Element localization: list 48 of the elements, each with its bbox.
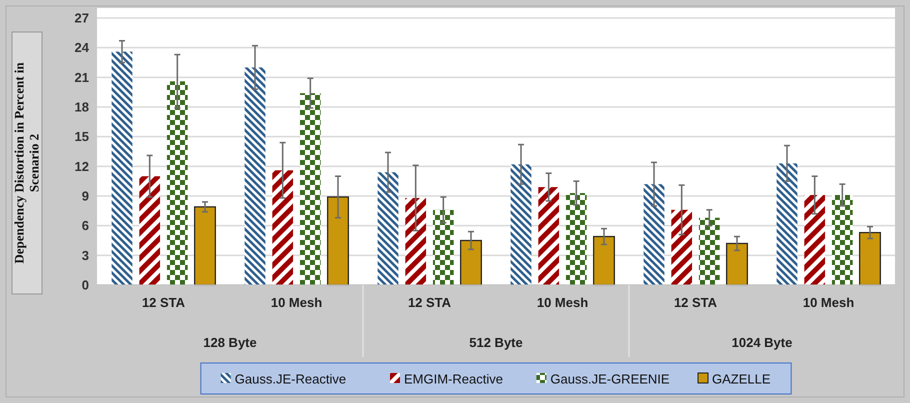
- bar: [166, 81, 188, 285]
- y-tick-label: 3: [82, 248, 89, 263]
- bar: [272, 170, 294, 285]
- x-tick-label: 10 Mesh: [270, 295, 322, 310]
- x-tick-label: 12 STA: [408, 295, 452, 310]
- x-tick-label: 10 Mesh: [536, 295, 588, 310]
- bar: [327, 196, 349, 286]
- bar: [139, 176, 160, 285]
- bar: [593, 236, 615, 286]
- bar: [432, 210, 454, 285]
- bar: [538, 187, 560, 285]
- legend-label: Gauss.JE-GREENIE: [550, 372, 670, 387]
- y-tick-label: 6: [82, 218, 89, 234]
- bar: [460, 240, 482, 286]
- bar: [698, 218, 720, 285]
- y-tick-label: 24: [74, 40, 90, 56]
- x-tick-label: 10 Mesh: [802, 295, 854, 310]
- y-tick-label: 27: [74, 10, 89, 26]
- bar: [776, 163, 798, 285]
- bar: [405, 198, 426, 285]
- y-tick-label: 0: [82, 278, 89, 293]
- x-tick-label: 12 STA: [674, 295, 718, 310]
- text: 128 Byte: [203, 335, 257, 350]
- bar: [244, 67, 266, 285]
- bar: [112, 52, 132, 285]
- bar: [378, 172, 398, 285]
- bar: [859, 232, 881, 286]
- bar: [644, 184, 664, 285]
- legend-label: GAZELLE: [712, 372, 771, 387]
- text: 1024 Byte: [732, 335, 792, 350]
- legend-label: Gauss.JE-Reactive: [234, 372, 346, 387]
- y-tick-label: 12: [74, 158, 89, 174]
- bar: [671, 210, 692, 285]
- bar: [832, 195, 853, 285]
- bar: [300, 93, 321, 285]
- y-tick-label: 15: [74, 129, 89, 144]
- y-tick-label: 18: [74, 100, 89, 115]
- y-tick-label: 9: [82, 188, 89, 204]
- bar: [804, 195, 826, 285]
- legend-label: EMGIM-Reactive: [404, 372, 503, 387]
- y-tick-label: 21: [74, 70, 89, 85]
- text: 512 Byte: [469, 335, 523, 350]
- bar: [194, 206, 216, 286]
- y-axis-title: Dependency Distortion in Percent in Scenario 2: [12, 62, 42, 264]
- bar: [566, 193, 587, 285]
- x-tick-label: 12 STA: [142, 295, 186, 310]
- bar: [726, 242, 748, 286]
- bar: [510, 164, 532, 285]
